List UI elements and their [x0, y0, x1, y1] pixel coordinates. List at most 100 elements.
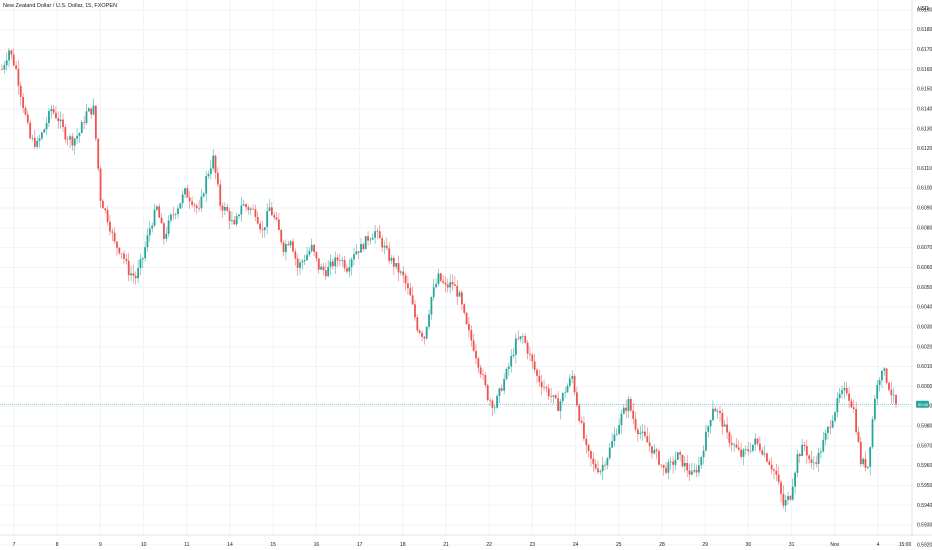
candle-body	[268, 207, 271, 212]
candle	[564, 386, 567, 398]
candle-body	[592, 458, 595, 464]
candle	[259, 220, 262, 234]
candle-body	[749, 450, 752, 452]
candle-body	[461, 292, 463, 305]
candle-body	[186, 188, 189, 198]
candle-body	[216, 172, 219, 185]
candle	[615, 428, 618, 436]
candle	[343, 256, 346, 272]
candle-body	[404, 275, 407, 284]
candle-body	[252, 208, 254, 210]
last-price-badge: 59.45	[916, 400, 929, 408]
candle	[85, 103, 88, 126]
candle	[437, 268, 440, 287]
candle	[721, 408, 724, 435]
candle-body	[751, 444, 754, 451]
candle	[144, 241, 147, 262]
candle	[683, 456, 686, 473]
candle-body	[522, 336, 524, 337]
candle-body	[766, 453, 768, 462]
x-tick-label: Nov	[830, 542, 839, 548]
candle-body	[177, 208, 179, 215]
candle	[482, 369, 484, 380]
candle	[636, 427, 639, 442]
candle	[648, 434, 651, 453]
candle	[299, 259, 301, 275]
candle-body	[324, 270, 327, 277]
candle-body	[94, 105, 97, 139]
candle	[378, 225, 381, 239]
candle-body	[303, 260, 306, 262]
candle	[857, 426, 860, 444]
candle-body	[33, 137, 36, 147]
candle	[315, 251, 318, 262]
candle-body	[665, 467, 667, 473]
candle	[141, 257, 144, 269]
candle	[667, 458, 670, 480]
candle-body	[148, 228, 151, 236]
candle	[336, 254, 339, 268]
candle	[3, 61, 6, 74]
candle-body	[219, 184, 222, 206]
candle	[822, 431, 825, 453]
candle-body	[479, 367, 482, 375]
candle	[458, 290, 461, 298]
candle	[449, 274, 452, 294]
candle-body	[866, 466, 869, 468]
candle	[512, 348, 515, 359]
x-tick-label: 23	[530, 542, 536, 548]
candle-body	[411, 295, 414, 305]
candle-body	[310, 244, 313, 252]
candle	[775, 463, 778, 481]
candle	[770, 457, 773, 475]
candle	[735, 438, 738, 449]
candle	[864, 451, 867, 472]
candle-body	[353, 254, 355, 260]
candle	[871, 415, 874, 449]
currency-label: USD	[918, 6, 929, 12]
candle-body	[320, 266, 323, 270]
candle	[228, 207, 231, 230]
candle	[655, 447, 658, 460]
candle-body	[505, 369, 508, 380]
candle	[442, 275, 445, 285]
time-axis[interactable]: 7 8 9 10 11 14 15 16 17 18 21 22 23 24 25 28 29 30 31 Nov 4 1…	[13, 542, 912, 548]
candle	[465, 311, 468, 326]
candle	[33, 129, 36, 149]
candle	[390, 254, 393, 265]
candle	[866, 466, 869, 470]
candle	[170, 213, 172, 224]
symbol-title[interactable]: New Zealand Dollar / U.S. Dollar, 15, FX…	[3, 3, 118, 9]
candle	[282, 239, 285, 257]
candle-body	[273, 215, 276, 218]
candle	[205, 170, 208, 203]
candle	[477, 356, 480, 374]
candle-body	[442, 280, 445, 283]
candle-body	[791, 486, 794, 500]
candle	[463, 303, 466, 315]
candle	[256, 211, 259, 225]
candle-body	[104, 208, 107, 211]
candle	[425, 326, 428, 340]
candle	[249, 206, 252, 216]
candle-body	[287, 244, 290, 246]
candle	[418, 328, 421, 335]
candle-body	[510, 356, 513, 367]
x-tick-label: 15:00	[899, 542, 912, 548]
candle	[29, 119, 32, 140]
candle	[733, 442, 735, 452]
candle-body	[50, 109, 53, 112]
candle	[503, 373, 506, 395]
candle	[181, 190, 184, 209]
candle-body	[707, 426, 710, 432]
candle	[522, 333, 524, 345]
candle-body	[266, 211, 269, 228]
candle-body	[73, 138, 76, 146]
candle-body	[299, 262, 301, 268]
candle	[831, 415, 834, 429]
candle	[270, 201, 273, 216]
